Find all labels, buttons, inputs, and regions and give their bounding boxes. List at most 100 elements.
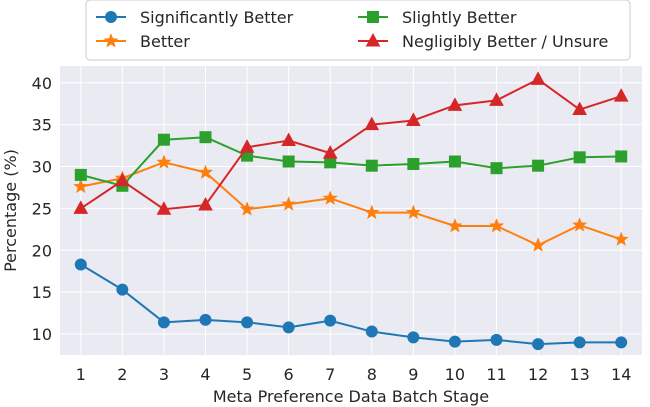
x-tick-label: 14 (611, 365, 631, 384)
legend-item-slightly-better: Slightly Better (358, 8, 517, 27)
data-point-slightly-better (448, 155, 461, 168)
data-point-slightly-better (282, 155, 295, 168)
x-tick-label: 4 (200, 365, 210, 384)
data-point-negligibly-better-unsure (530, 71, 546, 85)
data-point-negligibly-better-unsure (73, 200, 89, 214)
y-tick-label: 10 (32, 325, 52, 344)
data-point-negligibly-better-unsure (198, 197, 213, 211)
x-tick-label: 13 (569, 365, 589, 384)
data-point-better (613, 231, 629, 246)
data-point-better (156, 154, 172, 169)
data-point-significantly-better (365, 325, 378, 338)
legend-label: Better (140, 32, 190, 51)
y-tick-label: 20 (32, 241, 52, 260)
series-negligibly-better-unsure (73, 71, 629, 215)
x-tick-label: 9 (408, 365, 418, 384)
data-point-slightly-better (157, 133, 170, 146)
x-tick-label: 11 (486, 365, 506, 384)
x-tick-label: 8 (367, 365, 377, 384)
y-tick-label: 35 (32, 116, 52, 135)
data-point-better (73, 178, 89, 193)
data-point-significantly-better (74, 258, 87, 271)
x-tick-label: 1 (76, 365, 86, 384)
y-tick-label: 30 (32, 158, 52, 177)
data-point-slightly-better (490, 162, 503, 175)
data-point-slightly-better (74, 168, 87, 181)
data-point-slightly-better (615, 150, 628, 163)
data-point-negligibly-better-unsure (115, 172, 130, 187)
data-point-slightly-better (199, 131, 212, 144)
x-tick-label: 6 (284, 365, 294, 384)
plot-area (60, 66, 642, 355)
data-point-significantly-better (407, 331, 420, 344)
legend-label: Negligibly Better / Unsure (402, 32, 608, 51)
data-point-negligibly-better-unsure (489, 92, 504, 106)
x-tick-label: 5 (242, 365, 252, 384)
legend-marker-slightly-better (367, 11, 379, 23)
series-line-better (80, 161, 622, 247)
x-tick-label: 7 (325, 365, 335, 384)
x-axis-label: Meta Preference Data Batch Stage (213, 387, 489, 406)
legend-item-negligibly-better-unsure: Negligibly Better / Unsure (358, 32, 608, 51)
data-point-negligibly-better-unsure (406, 112, 421, 126)
data-point-better (364, 204, 380, 219)
y-tick-label: 40 (32, 74, 52, 93)
y-axis-label: Percentage (%) (1, 149, 20, 272)
series-line-negligibly-better-unsure (80, 78, 622, 211)
series-line-slightly-better (80, 136, 622, 187)
legend-marker-significantly-better (105, 11, 117, 23)
series-line-significantly-better (80, 263, 622, 346)
data-point-significantly-better (448, 335, 461, 348)
legend-box (85, 0, 631, 61)
series-layer (73, 71, 629, 351)
data-point-negligibly-better-unsure (281, 132, 296, 147)
data-point-negligibly-better-unsure (613, 88, 629, 102)
x-tick-label: 2 (117, 365, 127, 384)
data-point-significantly-better (157, 316, 170, 329)
data-point-significantly-better (573, 336, 586, 349)
legend-label: Significantly Better (140, 8, 294, 27)
grid (60, 66, 642, 355)
y-tick-label: 15 (32, 283, 52, 302)
series-better (73, 154, 629, 252)
data-point-slightly-better (532, 159, 545, 172)
data-point-negligibly-better-unsure (447, 97, 463, 111)
data-point-significantly-better (199, 313, 212, 326)
data-point-slightly-better (573, 151, 586, 164)
x-tick-label: 3 (159, 365, 169, 384)
legend: Significantly Better Better Slightly Bette… (85, 0, 631, 61)
series-slightly-better (74, 131, 628, 192)
data-point-better (281, 196, 297, 211)
x-tick-label: 12 (528, 365, 548, 384)
data-point-significantly-better (615, 336, 628, 349)
data-point-better (322, 190, 338, 205)
y-axis-ticks: 10 15 20 25 30 35 40 (32, 74, 52, 344)
data-point-significantly-better (532, 338, 545, 351)
data-point-negligibly-better-unsure (572, 101, 587, 116)
data-point-significantly-better (324, 314, 337, 327)
legend-item-significantly-better: Significantly Better (96, 8, 294, 27)
legend-marker-better (103, 33, 119, 48)
data-point-slightly-better (365, 159, 378, 172)
y-tick-label: 25 (32, 199, 52, 218)
data-point-better (489, 218, 504, 233)
x-tick-label: 10 (445, 365, 465, 384)
legend-item-better: Better (96, 32, 190, 51)
data-point-significantly-better (116, 283, 129, 296)
data-point-better (530, 237, 546, 252)
data-point-better (198, 164, 213, 179)
series-significantly-better (74, 258, 628, 351)
data-point-negligibly-better-unsure (239, 139, 255, 153)
data-point-negligibly-better-unsure (156, 201, 172, 215)
data-point-negligibly-better-unsure (322, 145, 338, 159)
legend-marker-negligibly-better-unsure (365, 32, 381, 47)
legend-label: Slightly Better (402, 8, 517, 27)
data-point-significantly-better (241, 316, 254, 329)
data-point-slightly-better (407, 158, 420, 171)
data-point-better (447, 218, 463, 233)
data-point-negligibly-better-unsure (364, 116, 380, 131)
data-point-better (572, 217, 588, 232)
x-axis-ticks: 1 2 3 4 5 6 7 8 9 10 11 12 13 14 (76, 365, 632, 384)
data-point-better (405, 204, 421, 219)
